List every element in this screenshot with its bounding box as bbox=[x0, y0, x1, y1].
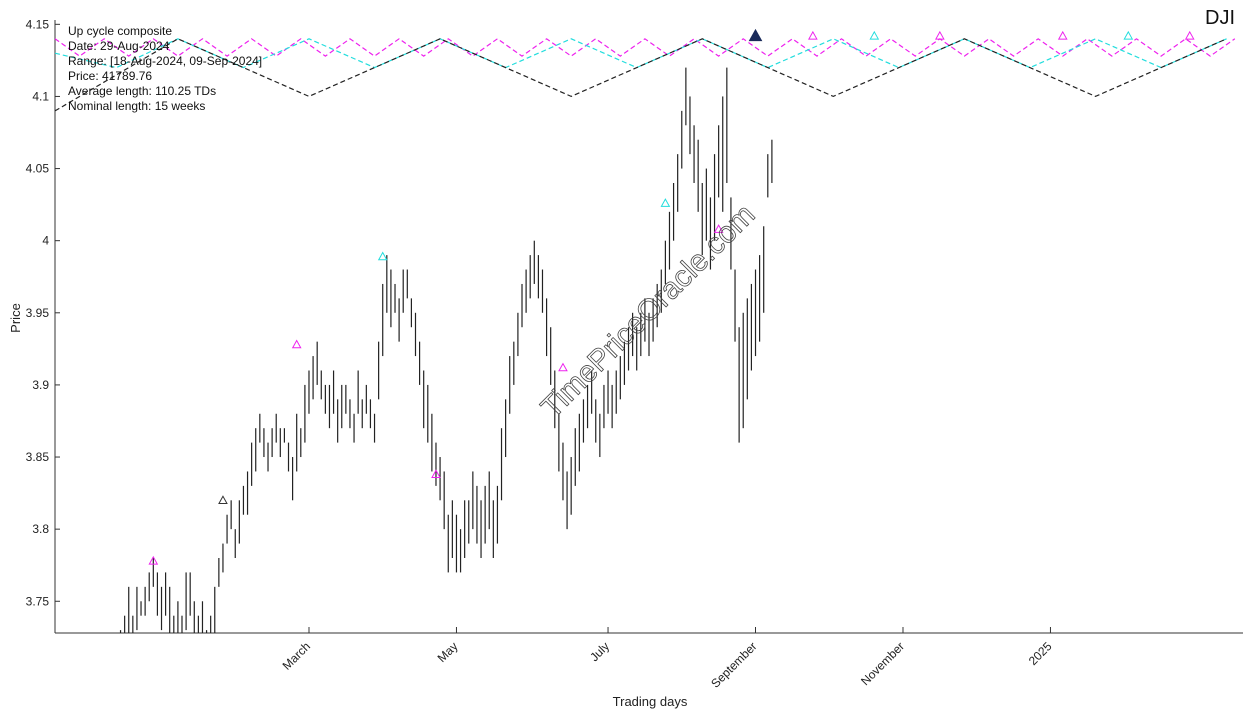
cycle-marker bbox=[148, 555, 159, 565]
y-axis-ticks: 3.75 3.8 3.85 3.9 3.95 4 4.05 4.1 4.15 bbox=[26, 17, 60, 608]
info-price: Price: 41789.76 bbox=[68, 69, 152, 83]
cycle-marker bbox=[558, 362, 568, 372]
y-tick-label: 3.85 bbox=[26, 450, 50, 464]
y-tick-label: 3.75 bbox=[26, 594, 50, 608]
cycle-line-black bbox=[54, 38, 1227, 112]
x-axis-label: Trading days bbox=[613, 694, 688, 709]
cycle-lines bbox=[54, 38, 1236, 112]
y-tick-label: 4 bbox=[42, 234, 49, 248]
cycle-marker bbox=[377, 251, 388, 261]
cycle-marker bbox=[291, 339, 302, 349]
info-title: Up cycle composite bbox=[68, 24, 172, 38]
y-tick-label: 3.95 bbox=[26, 306, 50, 320]
info-range: Range: [18-Aug-2024, 09-Sep-2024] bbox=[68, 54, 262, 68]
cycle-marker bbox=[935, 30, 945, 40]
cycle-marker bbox=[1184, 30, 1195, 40]
cycle-line-magenta bbox=[54, 38, 1236, 57]
cycle-marker bbox=[1123, 30, 1134, 40]
y-tick-label: 4.1 bbox=[32, 89, 49, 103]
cycle-markers bbox=[148, 28, 1195, 565]
y-tick-label: 4.05 bbox=[26, 162, 50, 176]
info-average-length: Average length: 110.25 TDs bbox=[68, 84, 216, 98]
cycle-marker bbox=[713, 224, 724, 233]
cycle-marker bbox=[218, 495, 228, 505]
cycle-marker bbox=[660, 198, 671, 207]
y-axis-label: Price bbox=[8, 303, 23, 333]
cycle-marker bbox=[748, 28, 763, 42]
info-nominal-length: Nominal length: 15 weeks bbox=[68, 99, 205, 113]
cycle-marker bbox=[1057, 30, 1068, 40]
y-tick-label: 3.8 bbox=[32, 522, 49, 536]
info-box: Up cycle composite Date: 29-Aug-2024 Ran… bbox=[68, 24, 262, 113]
cycle-marker bbox=[869, 30, 880, 40]
y-tick-label: 4.15 bbox=[26, 17, 50, 31]
price-bars bbox=[119, 67, 773, 633]
y-tick-label: 3.9 bbox=[32, 378, 49, 392]
info-date: Date: 29-Aug-2024 bbox=[68, 39, 170, 53]
symbol-label: DJI bbox=[1205, 7, 1235, 29]
cycle-marker bbox=[808, 30, 818, 40]
cycle-marker bbox=[431, 469, 441, 479]
